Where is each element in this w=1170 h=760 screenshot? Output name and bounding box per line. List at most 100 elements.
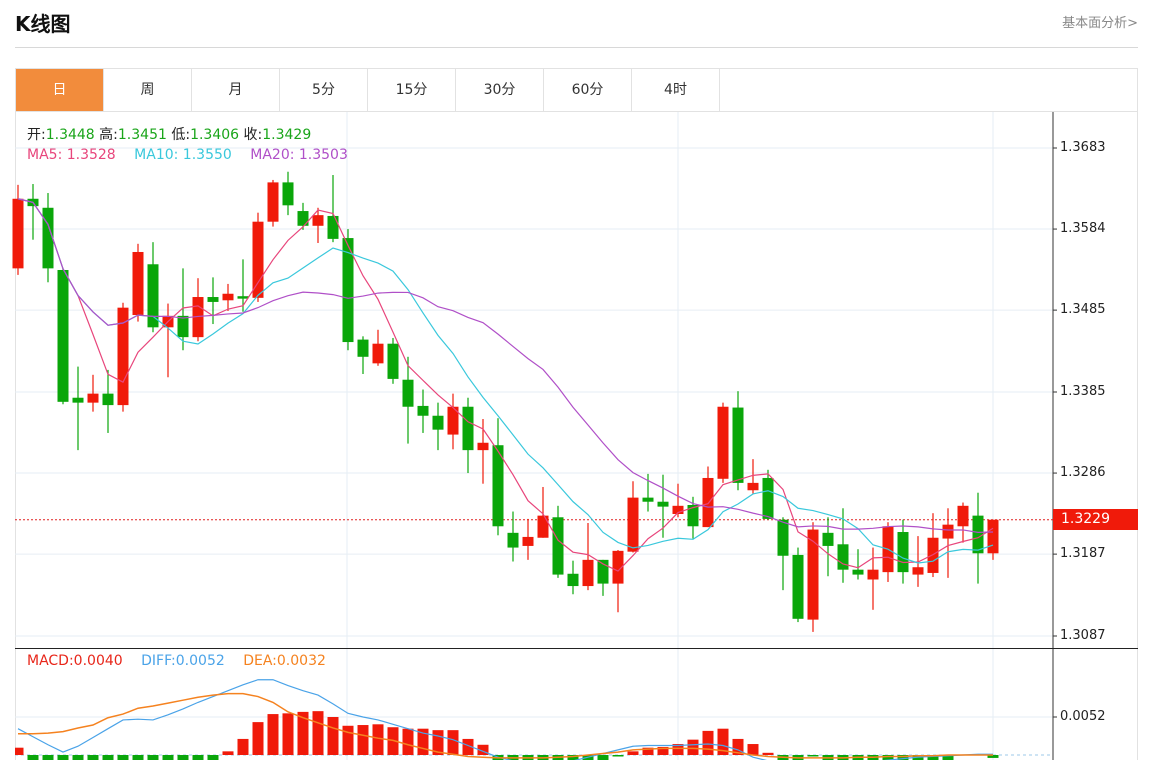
macd-bar <box>132 755 144 760</box>
candle-down <box>102 393 114 406</box>
open-value: 1.3448 <box>45 127 95 143</box>
tab-month[interactable]: 月 <box>192 69 280 111</box>
candle-down <box>417 405 429 416</box>
price-tick: 1.3385 <box>1060 384 1106 399</box>
candle-down <box>402 379 414 407</box>
macd-bar <box>207 755 219 760</box>
candle-up <box>702 477 714 528</box>
candle-down <box>42 207 54 269</box>
candle-down <box>177 315 189 338</box>
macd-bar <box>87 755 99 760</box>
tab-30min[interactable]: 30分 <box>456 69 544 111</box>
current-price-tag: 1.3229 <box>1053 509 1138 530</box>
macd-panel <box>15 679 1053 760</box>
candle-up <box>192 297 204 338</box>
macd-bar <box>897 755 909 760</box>
diff-line <box>17 679 993 760</box>
ma20-line <box>17 198 994 533</box>
macd-bar <box>117 755 129 760</box>
candle-down <box>732 407 744 483</box>
macd-bar <box>642 747 654 755</box>
price-tick: 1.3187 <box>1060 546 1106 561</box>
candle-down <box>207 297 219 302</box>
macd-bar <box>597 755 609 760</box>
candle-up <box>12 198 24 269</box>
ma5-value: MA5: 1.3528 <box>27 147 116 163</box>
macd-bar <box>15 747 24 755</box>
macd-bar <box>462 738 474 755</box>
candle-down <box>852 569 864 575</box>
candle-up <box>372 343 384 364</box>
candle-up <box>987 519 999 554</box>
tab-60min[interactable]: 60分 <box>544 69 632 111</box>
candle-down <box>72 397 84 403</box>
candle-down <box>297 211 309 226</box>
diff-value: DIFF:0.0052 <box>141 653 225 669</box>
candle-down <box>387 343 399 379</box>
fundamental-analysis-link[interactable]: 基本面分析> <box>1062 16 1138 31</box>
tab-4h[interactable]: 4时 <box>632 69 720 111</box>
candle-down <box>792 554 804 619</box>
high-value: 1.3451 <box>117 127 167 143</box>
ma20-value: MA20: 1.3503 <box>250 147 348 163</box>
candle-up <box>627 497 639 552</box>
macd-bar <box>447 730 459 755</box>
candle-up <box>957 505 969 527</box>
price-tick: 1.3683 <box>1060 140 1106 155</box>
candle-up <box>867 569 879 580</box>
macd-bar <box>627 751 639 755</box>
dea-value: DEA:0.0032 <box>243 653 326 669</box>
macd-bar <box>267 714 279 755</box>
macd-bar <box>297 711 309 755</box>
candle-down <box>972 515 984 554</box>
candle-up <box>927 537 939 573</box>
macd-bar <box>432 730 444 755</box>
candle-up <box>807 529 819 620</box>
low-label: 低: <box>171 127 191 143</box>
candle-up <box>477 442 489 451</box>
macd-bar <box>282 713 294 755</box>
high-label: 高: <box>99 127 118 143</box>
macd-bar <box>327 717 339 755</box>
candle-down <box>432 415 444 430</box>
macd-bar <box>987 755 999 758</box>
macd-bar <box>237 738 249 755</box>
price-tick: 1.3087 <box>1060 628 1106 643</box>
candle-down <box>897 532 909 573</box>
dea-line <box>18 692 993 759</box>
candle-up <box>267 182 279 222</box>
macd-bar <box>717 728 729 755</box>
macd-bar <box>567 755 579 760</box>
close-value: 1.3429 <box>262 127 312 143</box>
macd-bar <box>372 724 384 755</box>
macd-info: MACD:0.0040 DIFF:0.0052 DEA:0.0032 <box>27 653 326 669</box>
candle-up <box>522 536 534 546</box>
macd-bar <box>672 744 684 755</box>
macd-bar <box>477 744 489 755</box>
ohlc-info: 开:1.3448 高:1.3451 低:1.3406 收:1.3429 <box>27 124 311 144</box>
candle-down <box>642 497 654 502</box>
macd-bar <box>42 755 54 760</box>
macd-bar <box>402 728 414 755</box>
candle-up <box>942 524 954 539</box>
price-tick: 1.3485 <box>1060 302 1106 317</box>
close-label: 收: <box>243 127 263 143</box>
macd-bar <box>252 722 264 755</box>
candle-up <box>132 251 144 316</box>
tab-15min[interactable]: 15分 <box>368 69 456 111</box>
macd-bar <box>702 730 714 755</box>
macd-bar <box>57 755 69 760</box>
candle-up <box>312 215 324 226</box>
candle-up <box>537 515 549 538</box>
ma5-line <box>17 198 994 572</box>
tab-5min[interactable]: 5分 <box>280 69 368 111</box>
macd-bar <box>342 725 354 755</box>
candle-down <box>777 519 789 556</box>
macd-bar <box>732 738 744 755</box>
candle-down <box>567 573 579 587</box>
candle-down <box>282 182 294 206</box>
price-tick: 1.3584 <box>1060 221 1106 236</box>
tab-day[interactable]: 日 <box>16 69 104 111</box>
tab-week[interactable]: 周 <box>104 69 192 111</box>
